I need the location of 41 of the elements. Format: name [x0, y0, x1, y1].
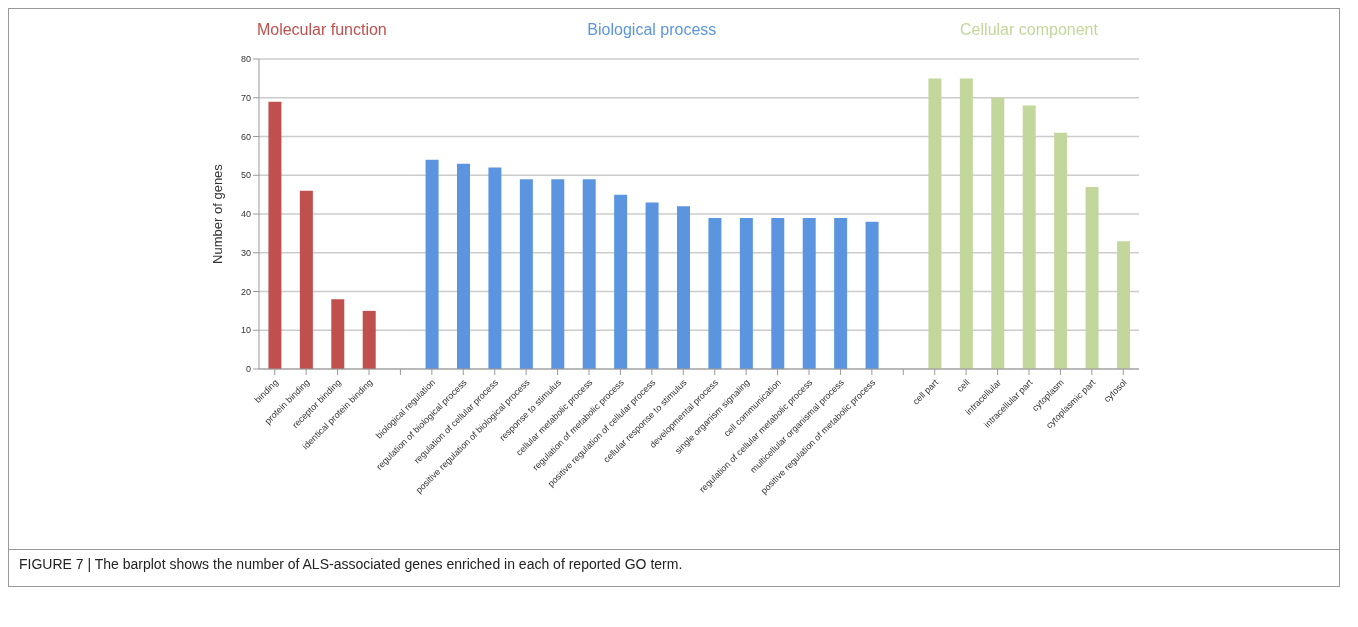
y-tick-label: 10 — [240, 325, 251, 336]
bar — [708, 217, 722, 369]
caption: FIGURE 7 | The barplot shows the number of ALS-associated genes enriched in each of reported GO term. — [9, 549, 1339, 586]
y-axis-title: Number of genes — [209, 163, 225, 264]
bar — [582, 179, 596, 369]
bar — [268, 101, 282, 369]
bar — [645, 202, 659, 369]
bar — [1117, 241, 1130, 369]
bar — [865, 221, 879, 369]
bar — [928, 78, 942, 369]
text: Cellular component — [959, 21, 1099, 39]
bar — [299, 190, 313, 369]
text: Biological process — [586, 21, 718, 39]
y-tick-label: 60 — [240, 131, 251, 142]
y-tick-label: 80 — [240, 54, 251, 65]
bar — [331, 299, 345, 369]
bar — [425, 159, 439, 369]
bar — [519, 179, 533, 369]
bar — [959, 78, 973, 369]
bar — [991, 97, 1005, 369]
bar — [739, 217, 753, 369]
y-tick-label: 40 — [240, 209, 251, 220]
bar — [771, 217, 785, 369]
y-tick-label: 70 — [240, 92, 251, 103]
x-tick-label: cell part — [910, 376, 941, 407]
y-tick-label: 30 — [240, 247, 251, 258]
bar — [677, 206, 690, 369]
bar — [1085, 186, 1099, 369]
y-tick-label: 50 — [240, 170, 251, 181]
y-tick-label: 0 — [245, 364, 251, 375]
bar — [551, 179, 565, 369]
bar — [457, 163, 470, 369]
bar — [614, 194, 628, 369]
bar — [834, 217, 848, 369]
y-tick-label: 20 — [240, 286, 251, 297]
bar — [362, 310, 376, 369]
text: Molecular function — [255, 21, 388, 39]
bar — [488, 167, 502, 369]
bar — [1022, 105, 1036, 369]
bar — [1054, 132, 1068, 369]
bar — [802, 217, 816, 369]
